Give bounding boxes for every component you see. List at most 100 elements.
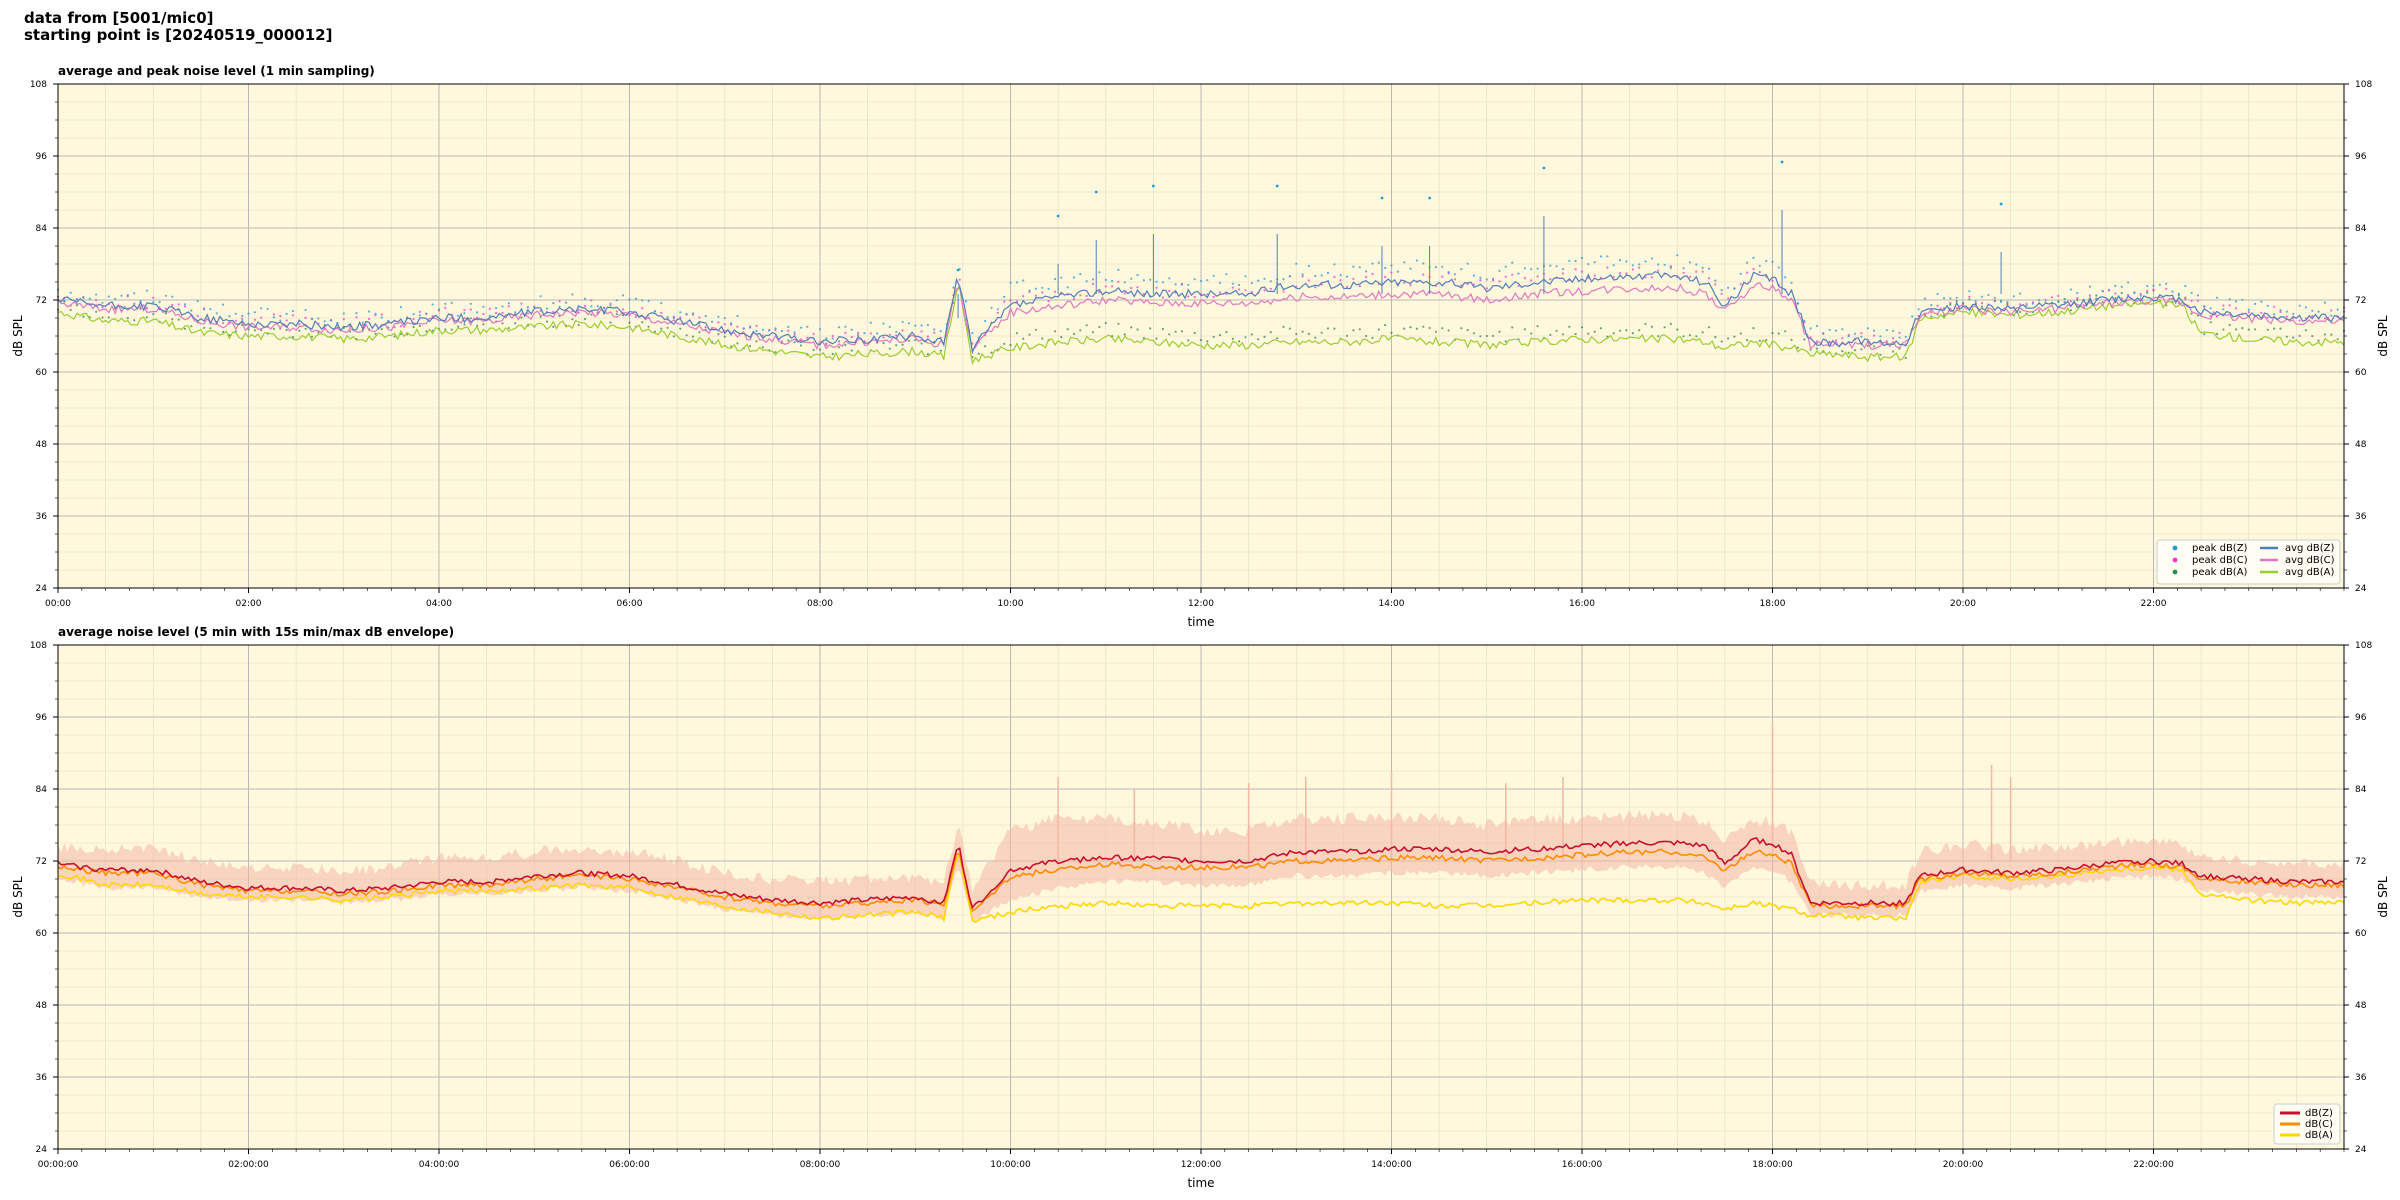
peak-z-point bbox=[164, 294, 167, 297]
peak-a-point bbox=[2304, 329, 2307, 332]
peak-z-point bbox=[488, 314, 491, 317]
peak-a-point bbox=[298, 329, 301, 332]
peak-z-point bbox=[571, 293, 574, 296]
y-tick-label-right: 36 bbox=[2355, 512, 2367, 522]
peak-z-point bbox=[844, 325, 847, 328]
peak-z-point bbox=[1663, 263, 1666, 266]
peak-a-point bbox=[2120, 291, 2123, 295]
peak-z-point bbox=[1212, 274, 1215, 277]
peak-a-point bbox=[1752, 327, 1755, 330]
peak-c-point bbox=[2050, 296, 2053, 299]
peak-c-point bbox=[2311, 314, 2314, 318]
peak-z-point bbox=[1955, 296, 1958, 299]
peak-a-point bbox=[1009, 343, 1012, 347]
peak-a-point bbox=[234, 330, 237, 333]
peak-c-point bbox=[2184, 298, 2187, 301]
peak-c-point bbox=[1720, 292, 1723, 295]
peak-a-point bbox=[1860, 348, 1863, 351]
peak-z-point bbox=[1365, 270, 1368, 273]
peak-c-point bbox=[418, 310, 421, 313]
peak-c-point bbox=[1091, 282, 1095, 286]
peak-z-point bbox=[222, 303, 225, 306]
peak-a-point bbox=[374, 332, 377, 335]
peak-a-point bbox=[1276, 337, 1279, 340]
peak-a-point bbox=[1161, 327, 1164, 331]
peak-a-point bbox=[761, 346, 765, 349]
peak-a-point bbox=[349, 330, 352, 333]
peak-z-point bbox=[1536, 267, 1539, 270]
peak-c-point bbox=[152, 296, 155, 299]
peak-c-point bbox=[2235, 307, 2238, 310]
peak-c-point bbox=[901, 329, 904, 332]
peak-z-point bbox=[120, 294, 123, 297]
peak-z-point bbox=[2101, 290, 2104, 293]
top-chart-ylabel-right: dB SPL bbox=[2376, 315, 2390, 357]
peak-z-point bbox=[1047, 287, 1050, 290]
peak-z-point bbox=[1466, 262, 1469, 265]
peak-c-point bbox=[622, 308, 625, 311]
peak-z-point bbox=[514, 311, 517, 314]
peak-a-point bbox=[1041, 337, 1044, 340]
peak-a-point bbox=[1866, 344, 1869, 347]
peak-c-point bbox=[1345, 285, 1349, 288]
y-tick-label-right: 72 bbox=[2355, 857, 2366, 867]
peak-a-point bbox=[1460, 327, 1463, 330]
peak-z-point bbox=[1777, 266, 1780, 269]
y-tick-label-right: 96 bbox=[2355, 152, 2367, 162]
peak-a-point bbox=[1307, 332, 1310, 335]
peak-z-point bbox=[1339, 274, 1342, 277]
peak-z-point bbox=[723, 316, 726, 320]
peak-a-point bbox=[2241, 327, 2244, 330]
legend-avg-a: avg dB(A) bbox=[2285, 567, 2335, 578]
peak-a-point bbox=[152, 313, 155, 316]
peak-c-point bbox=[1339, 279, 1342, 282]
peak-a-point bbox=[571, 318, 574, 321]
peak-z-point bbox=[2038, 299, 2041, 302]
peak-z-point bbox=[1898, 336, 1901, 339]
peak-a-point bbox=[1879, 353, 1882, 356]
peak-a-point bbox=[133, 319, 136, 322]
peak-c-point bbox=[2082, 304, 2085, 307]
peak-c-point bbox=[2019, 303, 2022, 306]
x-tick-label: 04:00 bbox=[426, 599, 452, 609]
peak-z-point bbox=[1098, 271, 1101, 274]
peak-c-point bbox=[2076, 296, 2079, 300]
peak-a-point bbox=[1409, 326, 1412, 329]
peak-a-point bbox=[1682, 335, 1685, 338]
peak-z-point bbox=[1225, 273, 1228, 276]
peak-z-point bbox=[145, 289, 148, 292]
peak-z-point bbox=[533, 305, 536, 309]
peak-a-point bbox=[1511, 326, 1514, 329]
peak-c-point bbox=[222, 322, 225, 325]
peak-a-point bbox=[1746, 339, 1749, 342]
peak-z-point bbox=[558, 305, 561, 308]
peak-a-point bbox=[1720, 340, 1723, 343]
peak-z-point bbox=[2273, 313, 2276, 316]
peak-a-point bbox=[736, 342, 739, 345]
peak-a-point bbox=[2063, 297, 2066, 301]
peak-z-point bbox=[539, 295, 542, 298]
peak-z-point bbox=[787, 325, 790, 328]
peak-z-point bbox=[672, 316, 676, 319]
bottom-chart-xlabel: time bbox=[1187, 1176, 1214, 1190]
peak-z-point bbox=[2127, 281, 2130, 284]
peak-z-point bbox=[2076, 291, 2079, 295]
y-tick-label-left: 96 bbox=[36, 713, 48, 723]
peak-z-point bbox=[1549, 264, 1552, 267]
peak-z-point bbox=[1333, 263, 1336, 266]
peak-z-point bbox=[2139, 294, 2142, 297]
peak-z-point bbox=[2165, 282, 2168, 285]
y-tick-label-left: 24 bbox=[36, 1145, 48, 1155]
peak-z-point bbox=[1168, 277, 1171, 280]
peak-z-point bbox=[457, 314, 460, 317]
peak-a-point bbox=[285, 328, 288, 332]
peak-a-point bbox=[583, 318, 587, 321]
peak-z-point bbox=[95, 293, 98, 296]
peak-z-point bbox=[2311, 309, 2314, 312]
peak-z-point bbox=[1790, 281, 1793, 284]
peak-z-point bbox=[444, 302, 447, 305]
x-tick-label: 04:00:00 bbox=[419, 1160, 460, 1170]
peak-a-point bbox=[1447, 329, 1450, 332]
peak-a-point bbox=[145, 316, 148, 319]
peak-z-point bbox=[850, 328, 853, 331]
